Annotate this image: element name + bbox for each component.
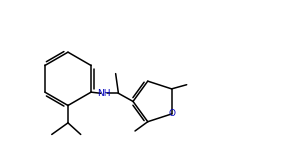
Text: NH: NH [97, 89, 111, 98]
Text: O: O [168, 109, 175, 118]
